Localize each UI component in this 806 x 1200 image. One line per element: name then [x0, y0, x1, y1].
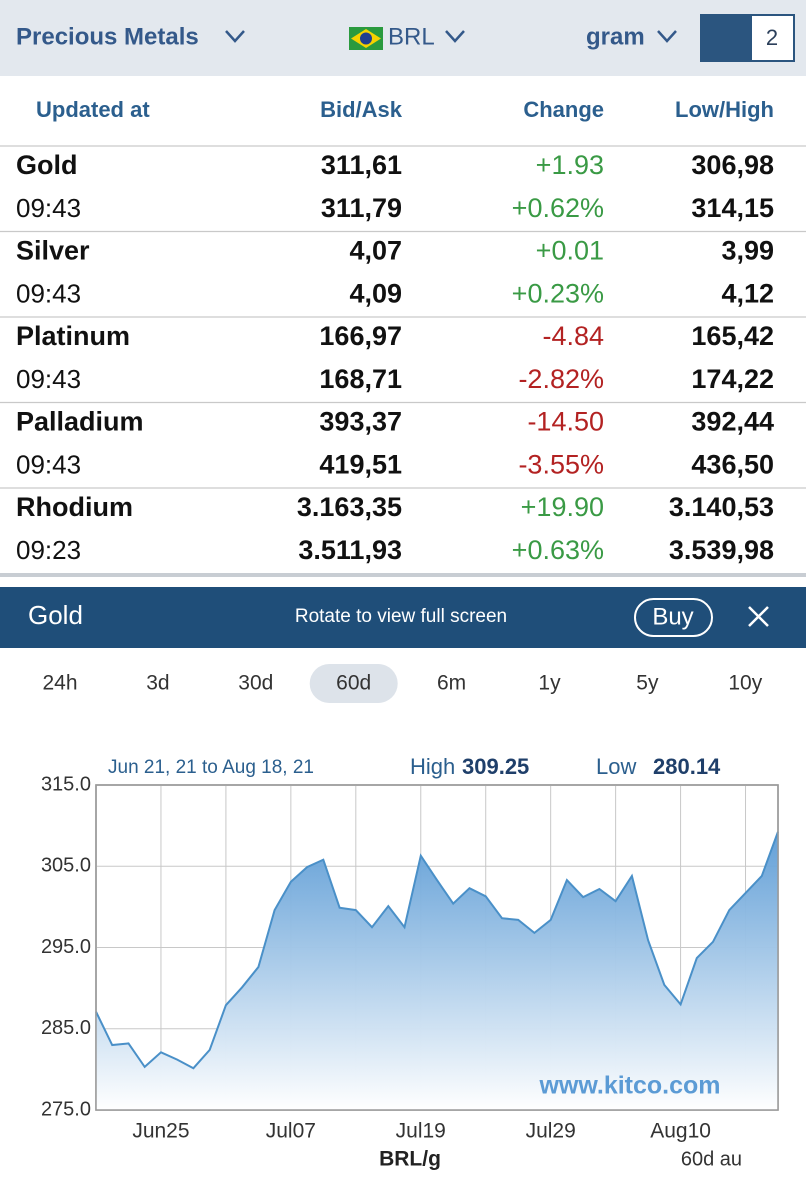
buy-button[interactable] [634, 598, 713, 637]
low-label: Low [596, 754, 636, 779]
y-tick-label: 285.0 [41, 1017, 91, 1039]
chevron[interactable] [225, 30, 245, 43]
line [95, 831, 779, 1070]
metal-name: Silver [16, 236, 90, 266]
change: -4.84 [542, 321, 604, 351]
change: +0.01 [536, 236, 604, 266]
x-tick-label: Aug10 [650, 1120, 711, 1143]
low: 392,44 [691, 407, 774, 437]
high: 4,12 [721, 279, 774, 309]
panel-hint: Rotate to view full screen [295, 606, 507, 627]
range-tab[interactable]: 60d [336, 672, 371, 695]
metal-name: Gold [16, 150, 78, 180]
menu-label[interactable]: Precious Metals [16, 23, 199, 50]
change: +1.93 [536, 150, 604, 180]
bid: 166,97 [319, 321, 402, 351]
metal-name: Platinum [16, 321, 130, 351]
range-tab[interactable]: 5y [636, 672, 659, 695]
bid: 4,07 [349, 236, 402, 266]
range-tab[interactable]: 24h [42, 672, 77, 695]
column-header: Updated at [36, 97, 150, 122]
ask: 4,09 [349, 279, 402, 309]
y-tick-label: 315.0 [41, 773, 91, 795]
x-tick-label: Jun25 [132, 1120, 189, 1143]
x-tick-label: Jul07 [266, 1120, 316, 1143]
high-label: High [410, 754, 455, 779]
unit-label[interactable]: gram [586, 23, 645, 50]
change-percent: +0.63% [512, 535, 604, 565]
update-time: 09:43 [16, 193, 81, 223]
plot-border [95, 784, 779, 1111]
corner-note: 60d au [681, 1148, 742, 1170]
y-tick-label: 305.0 [41, 855, 91, 877]
high: 3.539,98 [669, 535, 774, 565]
x-tick-label: Jul29 [526, 1120, 576, 1143]
high: 174,22 [691, 364, 774, 394]
update-time: 09:43 [16, 364, 81, 394]
bid: 3.163,35 [297, 492, 402, 522]
ask: 3.511,93 [298, 535, 402, 565]
panel-title: Gold [28, 600, 83, 630]
change: -14.50 [527, 407, 604, 437]
flag [349, 27, 383, 50]
x-tick-label: Jul19 [396, 1120, 446, 1143]
change-percent: +0.23% [512, 279, 604, 309]
update-time: 09:43 [16, 278, 81, 308]
range-tab[interactable]: 1y [538, 672, 561, 695]
change-percent: -2.82% [518, 364, 604, 394]
column-header: Change [523, 97, 604, 122]
range-tab[interactable]: 30d [238, 672, 273, 695]
high-value: 309.25 [462, 754, 529, 779]
ask: 311,79 [321, 193, 402, 223]
change: +19.90 [521, 492, 604, 522]
buy-label[interactable]: Buy [652, 603, 693, 630]
ask: 168,71 [319, 364, 402, 394]
range-tab[interactable]: 6m [437, 672, 466, 695]
y-tick-label: 275.0 [41, 1098, 91, 1120]
column-header: Bid/Ask [320, 97, 403, 122]
change-percent: -3.55% [518, 450, 604, 480]
ask: 419,51 [319, 450, 402, 480]
top-bar [0, 0, 806, 76]
panel-bar [0, 587, 806, 648]
x-axis-label: BRL/g [379, 1148, 441, 1171]
currency-label[interactable]: BRL [388, 23, 435, 50]
close-button[interactable] [748, 606, 769, 627]
watermark: www.kitco.com [538, 1072, 720, 1100]
separator [0, 573, 806, 577]
low-value: 280.14 [653, 754, 721, 779]
low: 165,42 [691, 321, 774, 351]
chevron[interactable] [657, 30, 677, 43]
high: 436,50 [691, 450, 774, 480]
update-time: 09:23 [16, 535, 81, 565]
toggle-knob[interactable] [752, 16, 793, 60]
update-time: 09:43 [16, 449, 81, 479]
high: 314,15 [691, 193, 774, 223]
change-percent: +0.62% [512, 193, 604, 223]
range-tab[interactable]: 10y [728, 672, 762, 695]
bid: 393,37 [319, 407, 402, 437]
low: 3,99 [721, 236, 774, 266]
metal-name: Rhodium [16, 492, 133, 522]
y-tick-label: 295.0 [41, 936, 91, 958]
metal-name: Palladium [16, 407, 144, 437]
bid: 311,61 [321, 150, 402, 180]
range-tab[interactable]: 3d [146, 672, 169, 695]
range-selected[interactable] [309, 664, 398, 703]
column-header: Low/High [675, 97, 774, 122]
low: 306,98 [691, 150, 774, 180]
badge: 2 [766, 25, 778, 50]
chart-subtitle: Jun 21, 21 to Aug 18, 21 [108, 757, 314, 778]
chevron[interactable] [445, 30, 465, 43]
low: 3.140,53 [669, 492, 774, 522]
area [96, 831, 778, 1110]
